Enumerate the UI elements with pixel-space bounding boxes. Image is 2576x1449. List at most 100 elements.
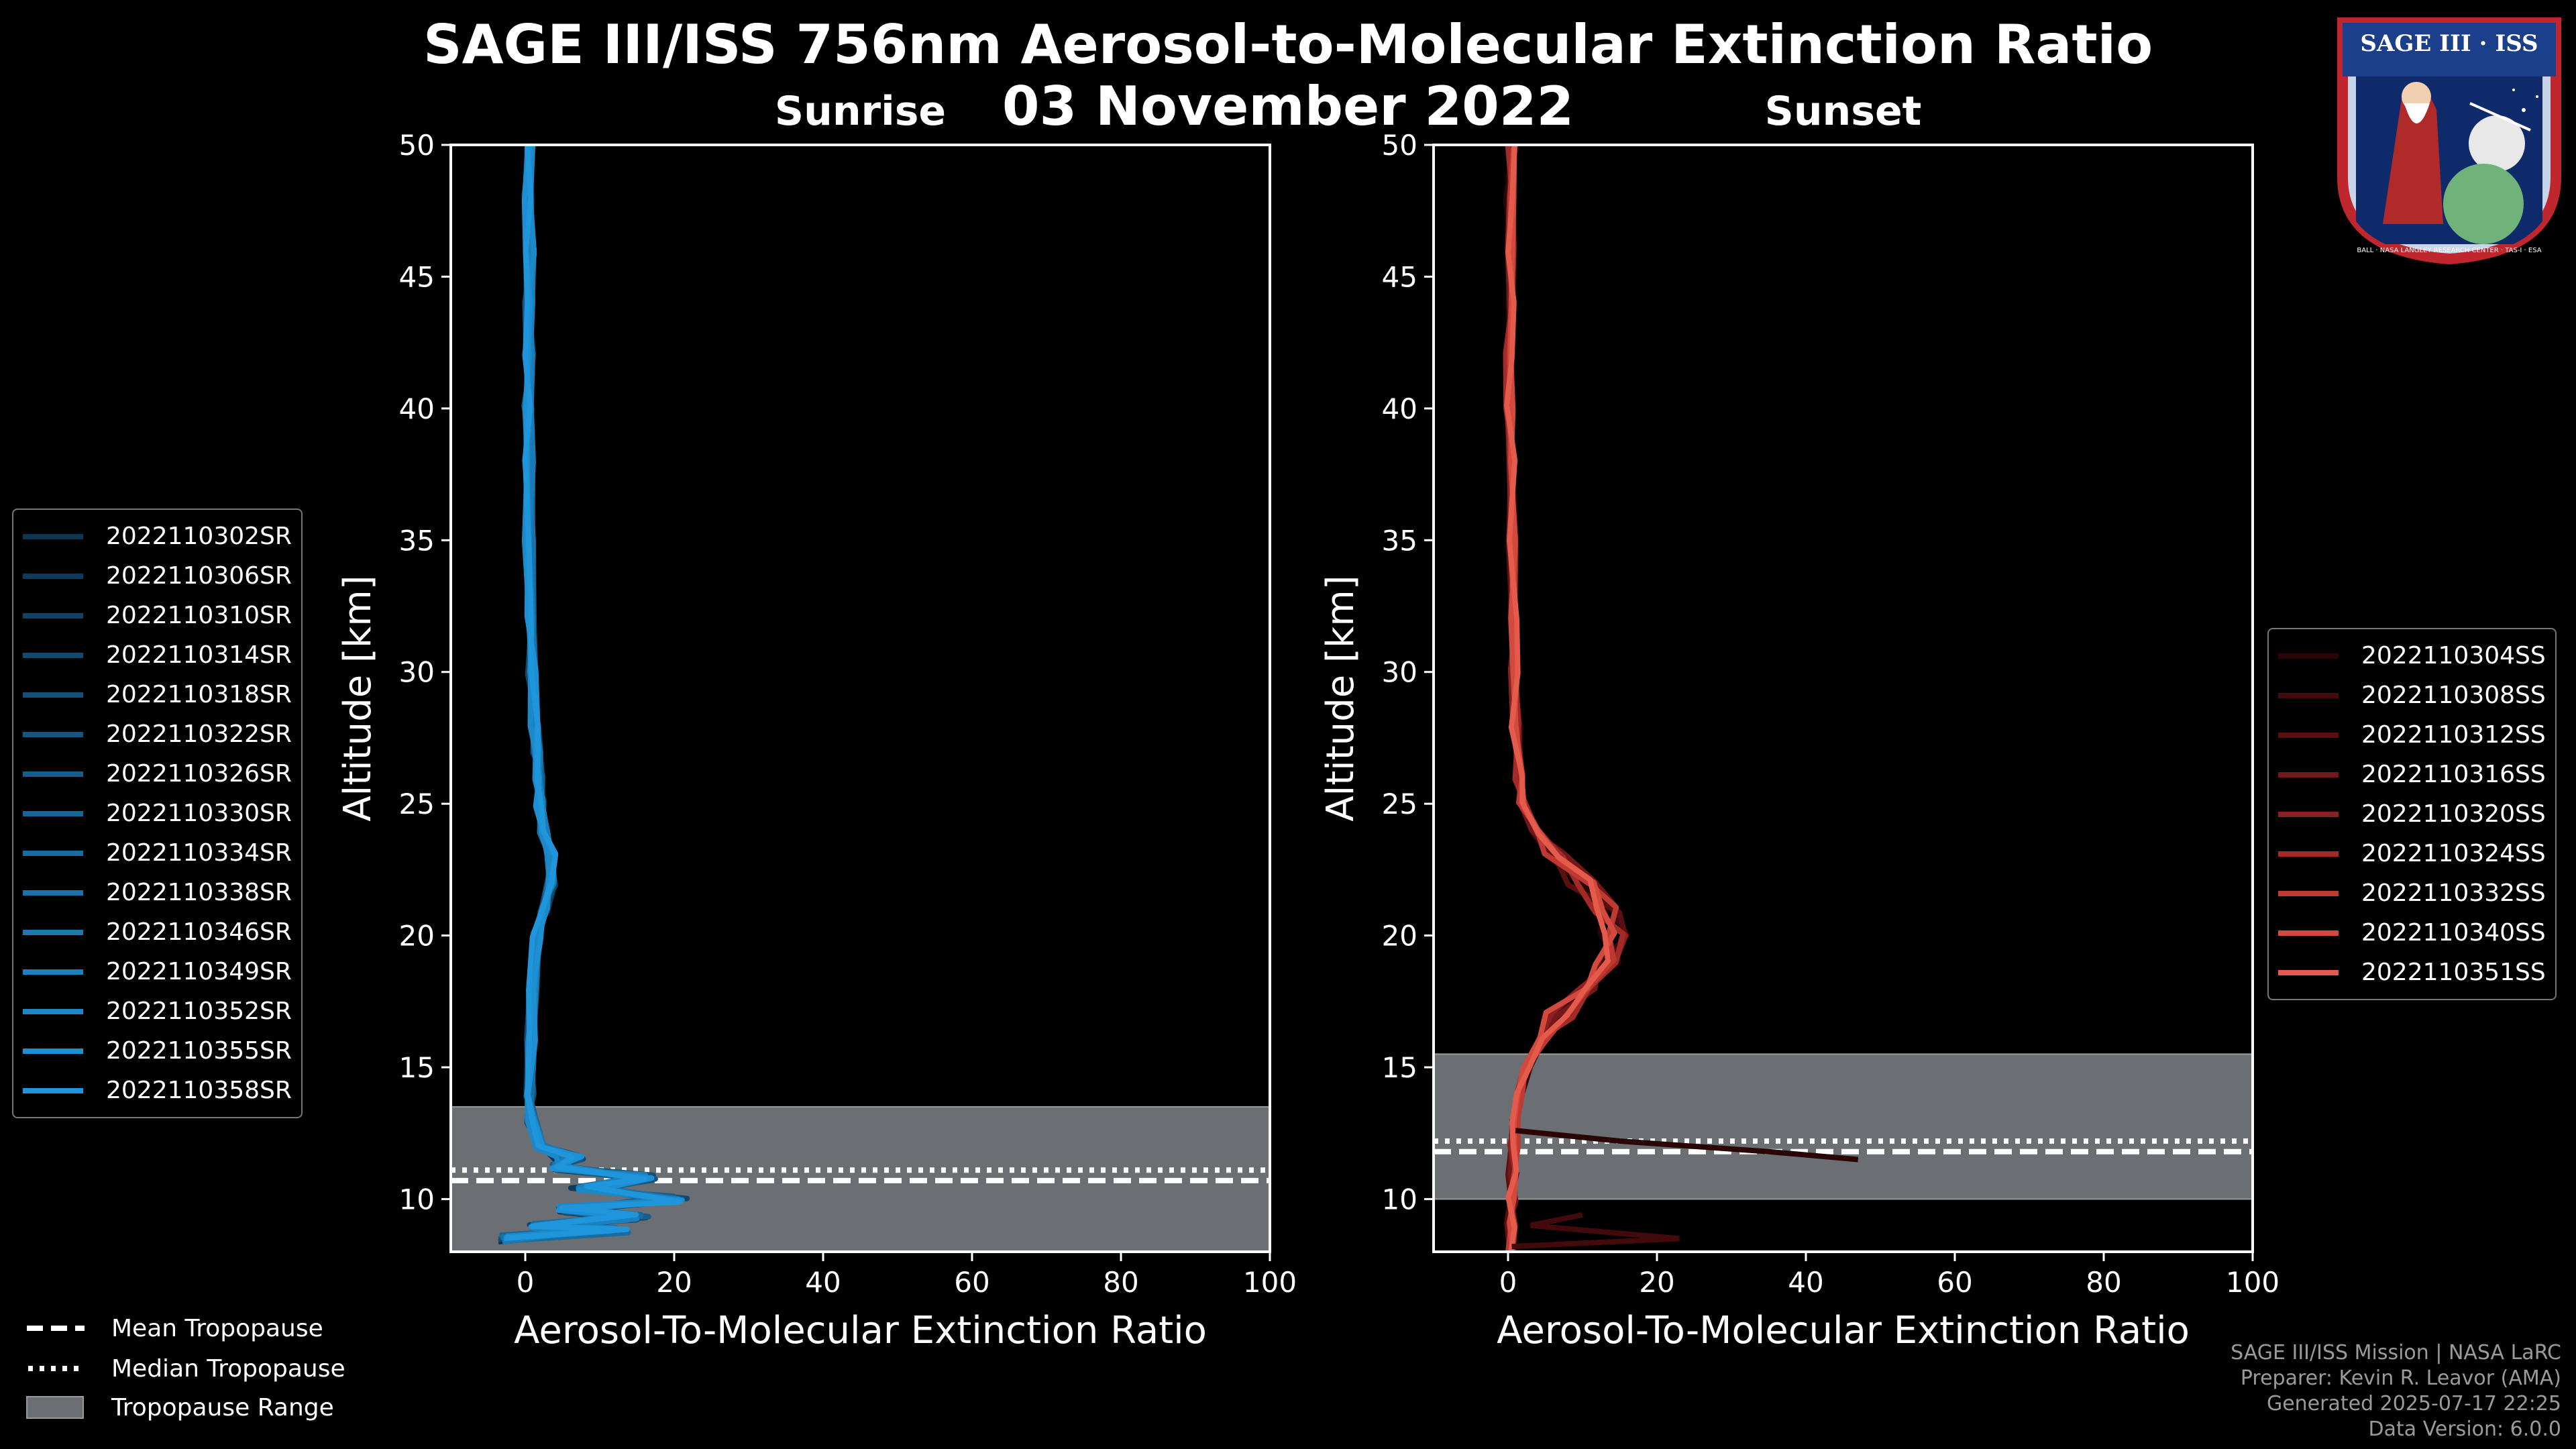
tropopause-range-label: Tropopause Range — [111, 1393, 334, 1421]
legend-item: 2022110308SS — [2278, 676, 2546, 715]
footer-mission: SAGE III/ISS Mission | NASA LaRC — [2231, 1341, 2561, 1364]
legend-swatch — [23, 652, 83, 658]
legend-label: 2022110358SR — [106, 1077, 292, 1104]
legend-item: 2022110326SR — [23, 754, 292, 794]
outlier-line-0 — [1515, 1128, 1859, 1163]
legend-label: 2022110349SR — [106, 958, 292, 985]
legend-swatch — [2278, 692, 2339, 698]
y-tick-label: 15 — [399, 1051, 435, 1084]
chart-date: 03 November 2022 — [1002, 75, 1574, 138]
x-tick-label: 0 — [517, 1266, 535, 1299]
y-tick-label: 15 — [1382, 1051, 1417, 1084]
legend-swatch — [23, 731, 83, 737]
x-tick-label: 80 — [1103, 1266, 1138, 1299]
legend-swatch — [23, 692, 83, 698]
legend-swatch — [2278, 732, 2339, 738]
y-tick-label: 10 — [399, 1183, 435, 1216]
legend-item: 2022110355SR — [23, 1031, 292, 1071]
footer-generated: Generated 2025-07-17 22:25 — [2266, 1392, 2561, 1415]
legend-label: 2022110340SS — [2361, 919, 2546, 947]
legend-swatch — [2278, 851, 2339, 857]
y-axis-label: Altitude [km] — [336, 575, 380, 821]
tropopause-range-band — [1433, 1053, 2253, 1200]
legend-label: 2022110352SR — [106, 998, 292, 1025]
legend-swatch — [23, 1008, 83, 1014]
legend-swatch — [23, 810, 83, 816]
legend-label: 2022110334SR — [106, 839, 292, 867]
legend-swatch — [2278, 811, 2339, 817]
axes-frame — [449, 144, 1271, 1253]
footer-version: Data Version: 6.0.0 — [2368, 1417, 2561, 1441]
legend-label: 2022110332SS — [2361, 879, 2546, 907]
legend-item: 2022110324SS — [2278, 834, 2546, 873]
legend-label: 2022110304SS — [2361, 642, 2546, 669]
y-tick-label: 40 — [399, 392, 435, 425]
sage-mission-logo: SAGE III · ISS BALL · NASA LANGLEY RESEA… — [2337, 17, 2561, 264]
logo-title: SAGE III · ISS — [2360, 30, 2538, 57]
legend-item: 2022110340SS — [2278, 913, 2546, 953]
x-tick-label: 80 — [2086, 1266, 2121, 1299]
legend-item: 2022110318SR — [23, 675, 292, 714]
legend-swatch — [23, 533, 83, 539]
legend-item: 2022110310SR — [23, 596, 292, 635]
y-tick-label: 40 — [1382, 392, 1417, 425]
legend-swatch — [2278, 771, 2339, 777]
y-axis-label: Altitude [km] — [1319, 575, 1362, 821]
legend-label: 2022110312SS — [2361, 721, 2546, 749]
x-axis-label: Aerosol-To-Molecular Extinction Ratio — [514, 1309, 1207, 1352]
x-tick-label: 60 — [1937, 1266, 1972, 1299]
legend-label: 2022110355SR — [106, 1037, 292, 1065]
panel-title: Sunrise — [775, 88, 946, 135]
legend-item: 2022110346SR — [23, 912, 292, 952]
legend-swatch — [2278, 890, 2339, 896]
mean-tropopause-legend: Mean Tropopause — [25, 1308, 323, 1348]
y-tick-label: 20 — [1382, 920, 1417, 953]
sunrise-legend: 2022110302SR 2022110306SR 2022110310SR 2022… — [12, 508, 303, 1118]
y-tick-label: 45 — [399, 260, 435, 293]
chart-title: SAGE III/ISS 756nm Aerosol-to-Molecular … — [423, 13, 2153, 76]
sunset-panel: 0 20 40 60 80 100 10 15 20 25 30 35 40 45 50 Sunset Aero… — [1319, 88, 2279, 1352]
legend-label: 2022110316SS — [2361, 761, 2546, 788]
axes-frame — [1432, 144, 2254, 1253]
tropopause-range-legend: Tropopause Range — [25, 1387, 334, 1428]
y-tick-label: 20 — [399, 920, 435, 953]
legend-label: 2022110322SR — [106, 720, 292, 748]
outlier-line-1 — [1511, 1212, 1680, 1250]
legend-item: 2022110338SR — [23, 873, 292, 912]
legend-item: 2022110314SR — [23, 635, 292, 675]
legend-label: 2022110351SS — [2361, 959, 2546, 986]
x-tick-label: 40 — [805, 1266, 841, 1299]
panel-title: Sunset — [1765, 88, 1922, 135]
legend-swatch — [2278, 653, 2339, 659]
legend-item: 2022110322SR — [23, 714, 292, 754]
legend-label: 2022110308SS — [2361, 682, 2546, 709]
legend-label: 2022110324SS — [2361, 840, 2546, 867]
legend-swatch — [23, 1048, 83, 1054]
legend-item: 2022110302SR — [23, 517, 292, 556]
legend-label: 2022110310SR — [106, 602, 292, 629]
legend-item: 2022110351SS — [2278, 953, 2546, 992]
y-tick-label: 35 — [399, 524, 435, 557]
dotted-line-icon — [28, 1366, 85, 1371]
x-tick-label: 20 — [656, 1266, 692, 1299]
y-tick-label: 10 — [1382, 1183, 1417, 1216]
series-line-2022110358SR — [504, 144, 682, 1241]
legend-label: 2022110306SR — [106, 562, 292, 590]
logo-ring-text: BALL · NASA LANGLEY RESEARCH CENTER · TA… — [2357, 247, 2541, 254]
series-line-2022110351SS — [1504, 144, 1611, 1252]
median-tropopause-label: Median Tropopause — [111, 1354, 345, 1383]
legend-item: 2022110349SR — [23, 952, 292, 991]
y-tick-label: 50 — [1382, 129, 1417, 162]
sunrise-panel: 0 20 40 60 80 100 10 15 20 25 30 35 40 45 50 Sunrise Aer… — [336, 88, 1297, 1352]
legend-label: 2022110338SR — [106, 879, 292, 906]
legend-item: 2022110316SS — [2278, 755, 2546, 794]
legend-item: 2022110330SR — [23, 794, 292, 833]
legend-swatch — [2278, 930, 2339, 936]
y-tick-label: 30 — [1382, 656, 1417, 689]
legend-swatch — [23, 890, 83, 896]
legend-item: 2022110352SR — [23, 991, 292, 1031]
legend-swatch — [23, 850, 83, 856]
legend-swatch — [23, 573, 83, 579]
legend-item: 2022110332SS — [2278, 873, 2546, 913]
x-axis-label: Aerosol-To-Molecular Extinction Ratio — [1497, 1309, 2190, 1352]
